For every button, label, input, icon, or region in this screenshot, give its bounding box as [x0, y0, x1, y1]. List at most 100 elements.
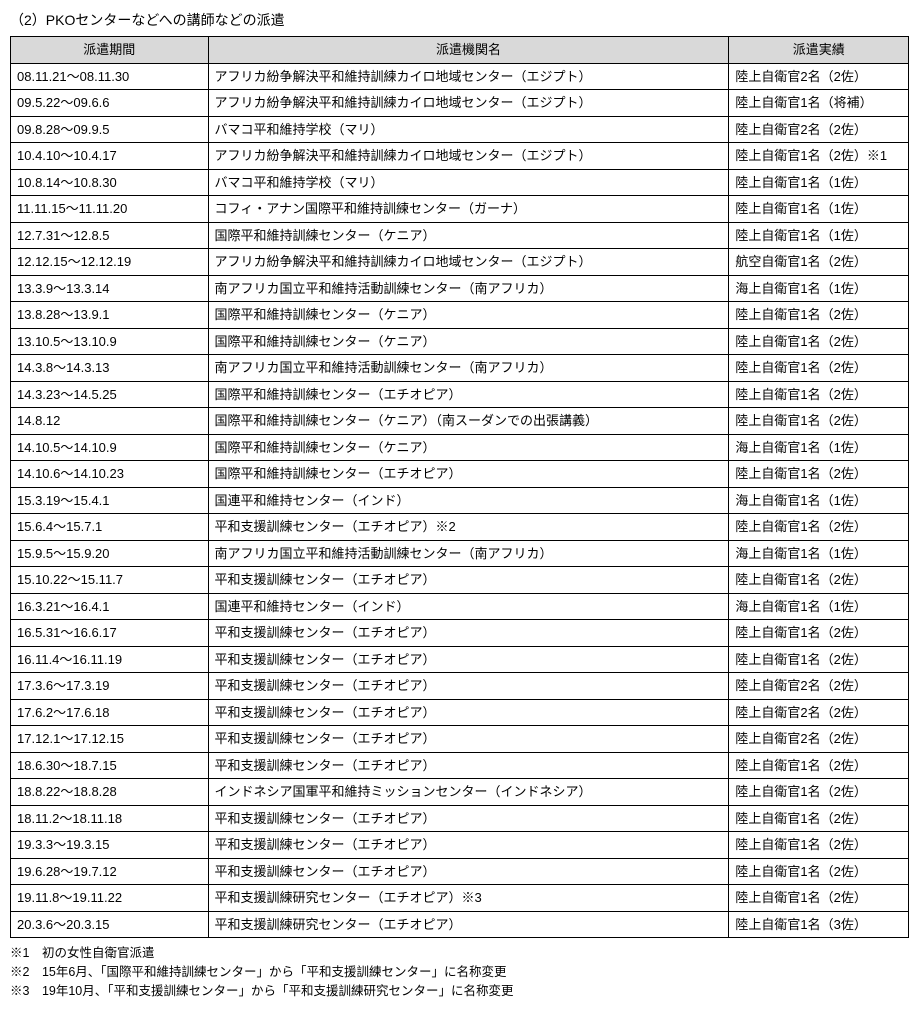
cell-org: 平和支援訓練研究センター（エチオピア）※3 — [208, 885, 729, 912]
cell-period: 12.12.15～12.12.19 — [11, 249, 209, 276]
table-row: 19.3.3～19.3.15平和支援訓練センター（エチオピア）陸上自衛官1名（2… — [11, 832, 909, 859]
table-row: 09.5.22～09.6.6アフリカ紛争解決平和維持訓練カイロ地域センター（エジ… — [11, 90, 909, 117]
col-record: 派遣実績 — [729, 37, 909, 64]
cell-org: 南アフリカ国立平和維持活動訓練センター（南アフリカ） — [208, 540, 729, 567]
cell-org: 平和支援訓練センター（エチオピア） — [208, 620, 729, 647]
cell-record: 陸上自衛官1名（2佐） — [729, 858, 909, 885]
cell-record: 陸上自衛官1名（2佐） — [729, 302, 909, 329]
table-row: 14.8.12国際平和維持訓練センター（ケニア）（南スーダンでの出張講義）陸上自… — [11, 408, 909, 435]
cell-org: 平和支援訓練センター（エチオピア） — [208, 726, 729, 753]
footnote-line: ※1 初の女性自衛官派遣 — [10, 944, 909, 963]
cell-org: アフリカ紛争解決平和維持訓練カイロ地域センター（エジプト） — [208, 249, 729, 276]
cell-org: 平和支援訓練研究センター（エチオピア） — [208, 911, 729, 938]
dispatch-table: 派遣期間 派遣機関名 派遣実績 08.11.21～08.11.30 アフリカ紛争解… — [10, 36, 909, 938]
cell-period: 18.6.30～18.7.15 — [11, 752, 209, 779]
cell-period: 18.8.22～18.8.28 — [11, 779, 209, 806]
cell-period: 14.10.5～14.10.9 — [11, 434, 209, 461]
table-row: 15.9.5～15.9.20南アフリカ国立平和維持活動訓練センター（南アフリカ）… — [11, 540, 909, 567]
table-row: 19.6.28～19.7.12平和支援訓練センター（エチオピア）陸上自衛官1名（… — [11, 858, 909, 885]
cell-record: 陸上自衛官1名（2佐）※1 — [729, 143, 909, 170]
cell-record: 陸上自衛官1名（2佐） — [729, 381, 909, 408]
table-row: 15.10.22～15.11.7平和支援訓練センター（エチオピア）陸上自衛官1名… — [11, 567, 909, 594]
cell-record: 海上自衛官1名（1佐） — [729, 593, 909, 620]
cell-period: 08.11.21～08.11.30 — [11, 63, 209, 90]
table-row: 18.11.2～18.11.18平和支援訓練センター（エチオピア）陸上自衛官1名… — [11, 805, 909, 832]
cell-record: 陸上自衛官1名（2佐） — [729, 620, 909, 647]
cell-period: 15.3.19～15.4.1 — [11, 487, 209, 514]
cell-org: バマコ平和維持学校（マリ） — [208, 169, 729, 196]
cell-org: 国連平和維持センター（インド） — [208, 593, 729, 620]
table-row: 15.6.4～15.7.1平和支援訓練センター（エチオピア）※2陸上自衛官1名（… — [11, 514, 909, 541]
table-row: 18.6.30～18.7.15平和支援訓練センター（エチオピア）陸上自衛官1名（… — [11, 752, 909, 779]
cell-record: 陸上自衛官1名（1佐） — [729, 169, 909, 196]
cell-period: 13.8.28～13.9.1 — [11, 302, 209, 329]
cell-org: 国際平和維持訓練センター（ケニア） — [208, 328, 729, 355]
cell-period: 19.6.28～19.7.12 — [11, 858, 209, 885]
cell-record: 陸上自衛官2名（2佐） — [729, 63, 909, 90]
cell-period: 15.9.5～15.9.20 — [11, 540, 209, 567]
cell-period: 17.3.6～17.3.19 — [11, 673, 209, 700]
cell-period: 15.6.4～15.7.1 — [11, 514, 209, 541]
cell-org: インドネシア国軍平和維持ミッションセンター（インドネシア） — [208, 779, 729, 806]
cell-period: 13.10.5～13.10.9 — [11, 328, 209, 355]
cell-record: 陸上自衛官1名（1佐） — [729, 222, 909, 249]
cell-org: 平和支援訓練センター（エチオピア） — [208, 567, 729, 594]
cell-period: 14.8.12 — [11, 408, 209, 435]
cell-record: 陸上自衛官1名（2佐） — [729, 885, 909, 912]
table-body: 08.11.21～08.11.30 アフリカ紛争解決平和維持訓練カイロ地域センター… — [11, 63, 909, 938]
cell-record: 陸上自衛官2名（2佐） — [729, 116, 909, 143]
table-row: 14.10.6～14.10.23国際平和維持訓練センター（エチオピア）陸上自衛官… — [11, 461, 909, 488]
cell-record: 陸上自衛官1名（2佐） — [729, 514, 909, 541]
cell-record: 陸上自衛官1名（2佐） — [729, 805, 909, 832]
cell-org: 平和支援訓練センター（エチオピア） — [208, 673, 729, 700]
cell-org: 国際平和維持訓練センター（ケニア） — [208, 222, 729, 249]
table-row: 14.3.23～14.5.25国際平和維持訓練センター（エチオピア）陸上自衛官1… — [11, 381, 909, 408]
cell-record: 陸上自衛官2名（2佐） — [729, 673, 909, 700]
cell-org: 平和支援訓練センター（エチオピア） — [208, 858, 729, 885]
cell-record: 海上自衛官1名（1佐） — [729, 540, 909, 567]
table-row: 18.8.22～18.8.28インドネシア国軍平和維持ミッションセンター（インド… — [11, 779, 909, 806]
cell-record: 陸上自衛官2名（2佐） — [729, 699, 909, 726]
cell-org: 国際平和維持訓練センター（ケニア）（南スーダンでの出張講義） — [208, 408, 729, 435]
table-header-row: 派遣期間 派遣機関名 派遣実績 — [11, 37, 909, 64]
table-row: 17.6.2～17.6.18平和支援訓練センター（エチオピア）陸上自衛官2名（2… — [11, 699, 909, 726]
cell-org: 国際平和維持訓練センター（エチオピア） — [208, 461, 729, 488]
cell-record: 陸上自衛官1名（将補） — [729, 90, 909, 117]
col-org: 派遣機関名 — [208, 37, 729, 64]
table-row: 13.3.9～13.3.14南アフリカ国立平和維持活動訓練センター（南アフリカ）… — [11, 275, 909, 302]
cell-org: 平和支援訓練センター（エチオピア） — [208, 646, 729, 673]
cell-org: 南アフリカ国立平和維持活動訓練センター（南アフリカ） — [208, 355, 729, 382]
footnote-line: ※3 19年10月、「平和支援訓練センター」から「平和支援訓練研究センター」に名… — [10, 982, 909, 1001]
cell-period: 17.12.1～17.12.15 — [11, 726, 209, 753]
cell-record: 陸上自衛官1名（2佐） — [729, 567, 909, 594]
cell-record: 陸上自衛官1名（2佐） — [729, 646, 909, 673]
cell-period: 09.8.28～09.9.5 — [11, 116, 209, 143]
cell-period: 16.3.21～16.4.1 — [11, 593, 209, 620]
cell-org: 国連平和維持センター（インド） — [208, 487, 729, 514]
cell-record: 海上自衛官1名（1佐） — [729, 487, 909, 514]
cell-period: 13.3.9～13.3.14 — [11, 275, 209, 302]
cell-period: 09.5.22～09.6.6 — [11, 90, 209, 117]
table-row: 17.3.6～17.3.19平和支援訓練センター（エチオピア）陸上自衛官2名（2… — [11, 673, 909, 700]
table-row: 10.8.14～10.8.30バマコ平和維持学校（マリ）陸上自衛官1名（1佐） — [11, 169, 909, 196]
cell-record: 陸上自衛官1名（2佐） — [729, 752, 909, 779]
table-row: 13.10.5～13.10.9国際平和維持訓練センター（ケニア）陸上自衛官1名（… — [11, 328, 909, 355]
table-row: 16.5.31～16.6.17平和支援訓練センター（エチオピア）陸上自衛官1名（… — [11, 620, 909, 647]
cell-org: コフィ・アナン国際平和維持訓練センター（ガーナ） — [208, 196, 729, 223]
cell-org: 国際平和維持訓練センター（ケニア） — [208, 302, 729, 329]
cell-period: 18.11.2～18.11.18 — [11, 805, 209, 832]
cell-org: 平和支援訓練センター（エチオピア）※2 — [208, 514, 729, 541]
cell-org: 国際平和維持訓練センター（エチオピア） — [208, 381, 729, 408]
cell-period: 17.6.2～17.6.18 — [11, 699, 209, 726]
cell-period: 11.11.15～11.11.20 — [11, 196, 209, 223]
table-row: 16.11.4～16.11.19平和支援訓練センター（エチオピア）陸上自衛官1名… — [11, 646, 909, 673]
col-period: 派遣期間 — [11, 37, 209, 64]
table-row: 20.3.6～20.3.15平和支援訓練研究センター（エチオピア）陸上自衛官1名… — [11, 911, 909, 938]
table-row: 10.4.10～10.4.17アフリカ紛争解決平和維持訓練カイロ地域センター（エ… — [11, 143, 909, 170]
cell-org: 南アフリカ国立平和維持活動訓練センター（南アフリカ） — [208, 275, 729, 302]
table-row: 14.10.5～14.10.9国際平和維持訓練センター（ケニア）海上自衛官1名（… — [11, 434, 909, 461]
cell-record: 陸上自衛官1名（2佐） — [729, 832, 909, 859]
cell-org: 平和支援訓練センター（エチオピア） — [208, 805, 729, 832]
cell-record: 陸上自衛官1名（2佐） — [729, 779, 909, 806]
footnotes: ※1 初の女性自衛官派遣※2 15年6月、「国際平和維持訓練センター」から「平和… — [10, 944, 909, 1000]
